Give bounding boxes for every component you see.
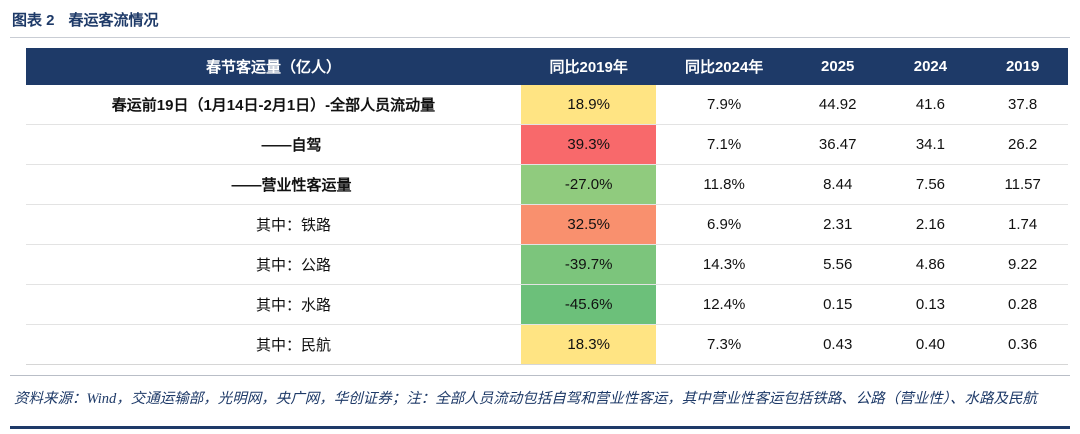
- col-header-2019: 2019: [977, 48, 1068, 85]
- table-row: 其中：民航 18.3% 7.3% 0.43 0.40 0.36: [26, 324, 1068, 365]
- cell-yoy2024: 14.3%: [656, 244, 792, 285]
- table-row: 其中：水路 -45.6% 12.4% 0.15 0.13 0.28: [26, 284, 1068, 325]
- cell-2025: 2.31: [791, 204, 884, 245]
- row-label: ——营业性客运量: [26, 164, 521, 205]
- table-row: 其中：公路 -39.7% 14.3% 5.56 4.86 9.22: [26, 244, 1068, 285]
- cell-2025: 0.15: [791, 284, 884, 325]
- cell-yoy2019: 39.3%: [520, 124, 657, 165]
- cell-yoy2019: 18.9%: [520, 85, 657, 125]
- cell-yoy2024: 6.9%: [656, 204, 792, 245]
- cell-2024: 0.40: [883, 324, 978, 365]
- col-header-metric: 春节客运量（亿人）: [26, 48, 521, 85]
- cell-2024: 41.6: [883, 85, 978, 125]
- row-label: 春运前19日（1月14日-2月1日）-全部人员流动量: [26, 85, 521, 125]
- figure-tag: 图表 2: [12, 12, 55, 29]
- cell-2019: 11.57: [977, 164, 1068, 205]
- cell-yoy2024: 7.3%: [656, 324, 792, 365]
- cell-2024: 2.16: [883, 204, 978, 245]
- source-footnote: 资料来源：Wind，交通运输部，光明网，央广网，华创证券；注：全部人员流动包括自…: [10, 375, 1070, 413]
- cell-yoy2024: 7.9%: [656, 85, 792, 125]
- table-row: 其中：铁路 32.5% 6.9% 2.31 2.16 1.74: [26, 204, 1068, 245]
- table-row: 春运前19日（1月14日-2月1日）-全部人员流动量 18.9% 7.9% 44…: [26, 85, 1068, 125]
- cell-2024: 7.56: [883, 164, 978, 205]
- cell-2025: 5.56: [791, 244, 884, 285]
- cell-2019: 37.8: [977, 85, 1068, 125]
- cell-yoy2019: -39.7%: [520, 244, 657, 285]
- row-label: 其中：公路: [26, 244, 521, 285]
- row-label: 其中：水路: [26, 284, 521, 325]
- row-label: 其中：民航: [26, 324, 521, 365]
- table-row: ——自驾 39.3% 7.1% 36.47 34.1 26.2: [26, 124, 1068, 165]
- col-header-2025: 2025: [791, 48, 884, 85]
- cell-2019: 26.2: [977, 124, 1068, 165]
- cell-2019: 1.74: [977, 204, 1068, 245]
- cell-2024: 0.13: [883, 284, 978, 325]
- cell-2019: 0.36: [977, 324, 1068, 365]
- cell-yoy2024: 12.4%: [656, 284, 792, 325]
- cell-yoy2019: -45.6%: [520, 284, 657, 325]
- col-header-yoy2019: 同比2019年: [520, 48, 657, 85]
- col-header-yoy2024: 同比2024年: [656, 48, 792, 85]
- cell-2025: 8.44: [791, 164, 884, 205]
- cell-2025: 36.47: [791, 124, 884, 165]
- cell-yoy2024: 11.8%: [656, 164, 792, 205]
- cell-yoy2024: 7.1%: [656, 124, 792, 165]
- row-label: 其中：铁路: [26, 204, 521, 245]
- table-header-row: 春节客运量（亿人） 同比2019年 同比2024年 2025 2024 2019: [26, 48, 1068, 85]
- col-header-2024: 2024: [883, 48, 978, 85]
- cell-2025: 44.92: [791, 85, 884, 125]
- cell-yoy2019: 32.5%: [520, 204, 657, 245]
- cell-2019: 9.22: [977, 244, 1068, 285]
- bottom-divider: [10, 426, 1070, 429]
- spring-travel-table: 春节客运量（亿人） 同比2019年 同比2024年 2025 2024 2019…: [26, 48, 1068, 365]
- figure-title: 春运客流情况: [68, 12, 159, 29]
- cell-yoy2019: 18.3%: [520, 324, 657, 365]
- cell-2024: 4.86: [883, 244, 978, 285]
- cell-2024: 34.1: [883, 124, 978, 165]
- figure-header: 图表 2 春运客流情况: [10, 6, 1070, 38]
- table-row: ——营业性客运量 -27.0% 11.8% 8.44 7.56 11.57: [26, 164, 1068, 205]
- row-label: ——自驾: [26, 124, 521, 165]
- cell-2025: 0.43: [791, 324, 884, 365]
- report-figure: 图表 2 春运客流情况 春节客运量（亿人） 同比2019年 同比2024年 20…: [10, 6, 1070, 413]
- cell-2019: 0.28: [977, 284, 1068, 325]
- cell-yoy2019: -27.0%: [520, 164, 657, 205]
